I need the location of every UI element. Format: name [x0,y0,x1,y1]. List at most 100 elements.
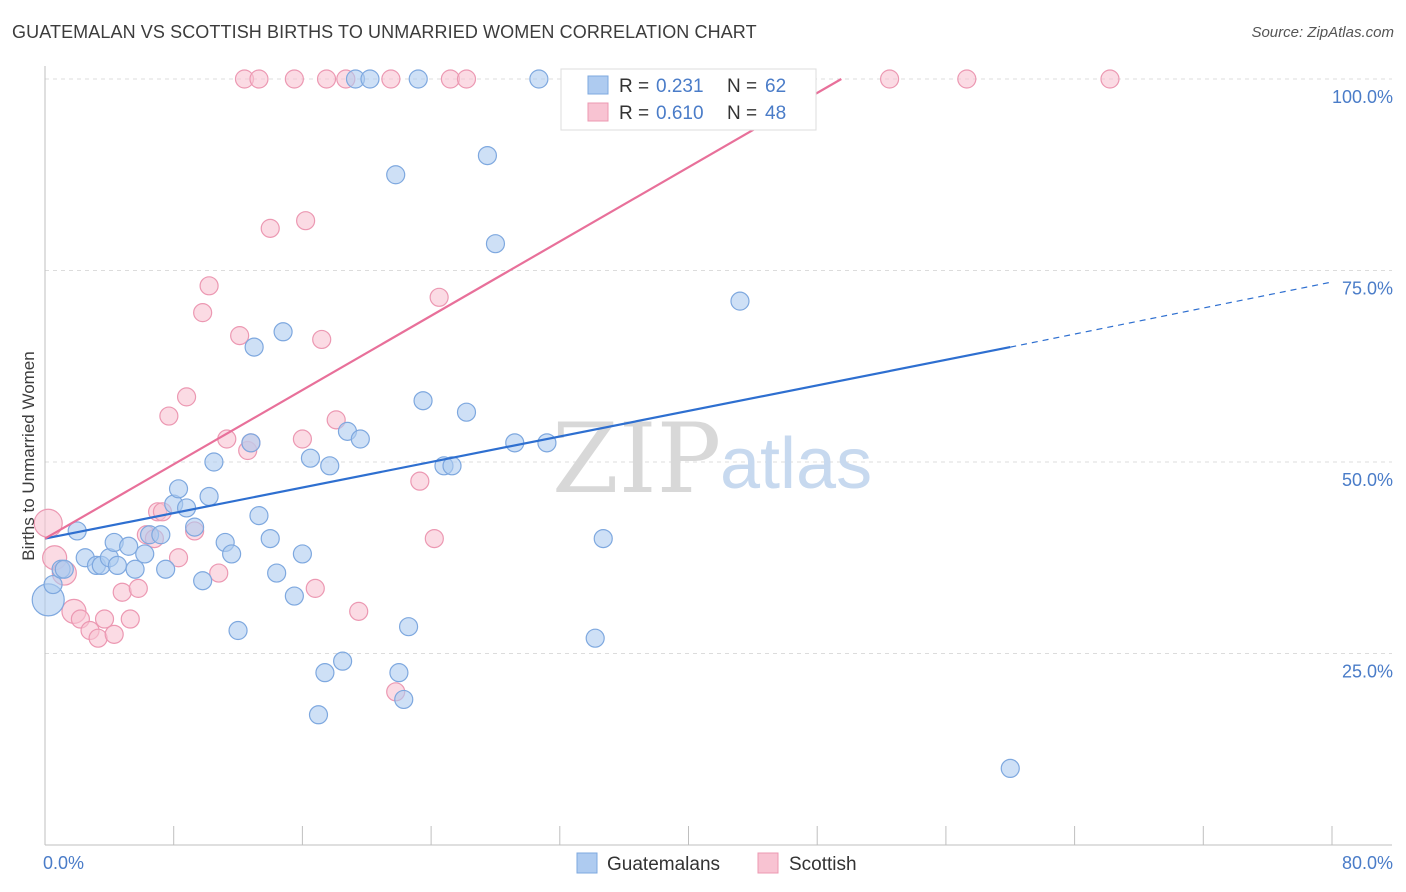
guatemalan-point [398,617,419,637]
scottish-point [349,601,369,621]
bottom-legend-swatch-guatemalans [576,852,598,874]
scottish-point [128,578,148,598]
guatemalan-point [386,165,406,185]
x-tick-labels: 0.0% 80.0% [43,853,1393,873]
scottish-point [429,287,449,307]
bottom-legend-swatch-scottish [757,852,779,874]
guatemalan-point [320,456,340,476]
scottish-point [120,609,140,629]
guatemalan-trend-extension [1010,281,1333,348]
scottish-point [112,582,132,602]
legend-n-value: 62 [765,76,786,97]
guatemalan-point [260,528,280,549]
legend-r-label: R = [619,76,649,97]
y-axis-title: Births to Unmarried Women [19,351,38,560]
bottom-legend-scottish: Scottish [789,854,857,875]
scottish-point [230,326,250,346]
legend-r-value: 0.610 [656,103,704,124]
guatemalan-point [222,544,242,564]
y-tick-label: 75.0% [1342,279,1393,299]
guatemalan-point [156,559,176,579]
legend-n-value: 48 [765,103,786,124]
y-tick-labels: 25.0% 50.0% 75.0% 100.0% [1332,87,1393,682]
scottish-point [284,69,304,89]
guatemalan-point [292,544,312,564]
guatemalan-point [537,433,557,453]
legend-n-label: N = [727,76,757,97]
scottish-point [456,69,477,89]
legend: R = 0.231 N = 62 R = 0.610 N = 48 [560,68,817,131]
grid [45,78,1392,654]
scottish-point [33,508,63,538]
guatemalan-point [350,429,370,449]
scottish-point [440,69,461,89]
legend-r-label: R = [619,103,649,124]
legend-swatch-guatemalans [587,75,609,95]
bottom-legend-guatemalans: Guatemalans [607,854,720,875]
scottish-point [292,429,312,449]
legend-swatch-scottish [587,102,609,122]
guatemalan-point [43,574,63,595]
guatemalan-point [176,498,197,518]
guatemalan-point [408,69,428,89]
scottish-point [168,548,189,568]
y-tick-label: 25.0% [1342,662,1393,682]
guatemalan-point [1000,758,1020,779]
guatemalan-point [135,544,155,564]
guatemalan-point [125,559,145,579]
guatemalan-point [241,433,261,453]
scottish-point [104,624,124,644]
guatemalan-point [477,146,498,166]
guatemalan-point [199,486,219,507]
watermark-atlas: atlas [720,424,872,504]
axes [44,66,1392,846]
scottish-point [94,609,115,629]
scottish-point [381,69,401,89]
y-tick-label: 100.0% [1332,87,1393,107]
legend-n-label: N = [727,103,757,124]
guatemalan-point [107,555,127,576]
y-tick-label: 50.0% [1342,470,1393,490]
guatemalan-point [413,391,433,411]
legend-r-value: 0.231 [656,76,704,97]
scottish-point [424,528,444,549]
guatemalan-trend-line [44,346,1011,540]
scottish-point [312,329,332,350]
scottish-point [88,628,108,648]
scottish-point [326,410,346,430]
guatemalan-point [730,291,750,311]
guatemalan-point [119,536,139,556]
watermark-zip: ZIP [552,403,721,515]
bottom-legend: Guatemalans Scottish [576,852,857,875]
guatemalan-point [151,525,171,545]
scottish-point [296,211,316,231]
guatemalan-point [585,628,605,648]
watermark: ZIP atlas [552,403,872,515]
scottish-point [316,69,337,89]
guatemalan-point [308,705,329,725]
guatemalan-point [168,479,189,499]
scottish-point [260,218,280,238]
scottish-trend-line [44,78,842,540]
scottish-point [176,387,197,407]
guatemalan-point [485,234,506,254]
guatemalan-point [360,69,380,89]
scottish-point [249,69,269,89]
guatemalan-point [389,663,409,683]
scottish-point [957,69,977,89]
guatemalan-point [185,517,205,537]
guatemalan-point [593,528,613,549]
guatemalan-point [193,571,213,591]
x-tick-label: 80.0% [1342,853,1393,873]
scottish-point [159,406,179,426]
scottish-point [193,303,213,323]
guatemalan-point [529,69,549,89]
guatemalan-point [204,452,224,472]
scottish-point [305,578,325,598]
guatemalan-point [228,620,248,641]
scottish-point [879,69,900,89]
guatemalan-point [273,322,293,342]
guatemalan-point [315,663,335,683]
source-label: Source: ZipAtlas.com [1251,24,1394,41]
